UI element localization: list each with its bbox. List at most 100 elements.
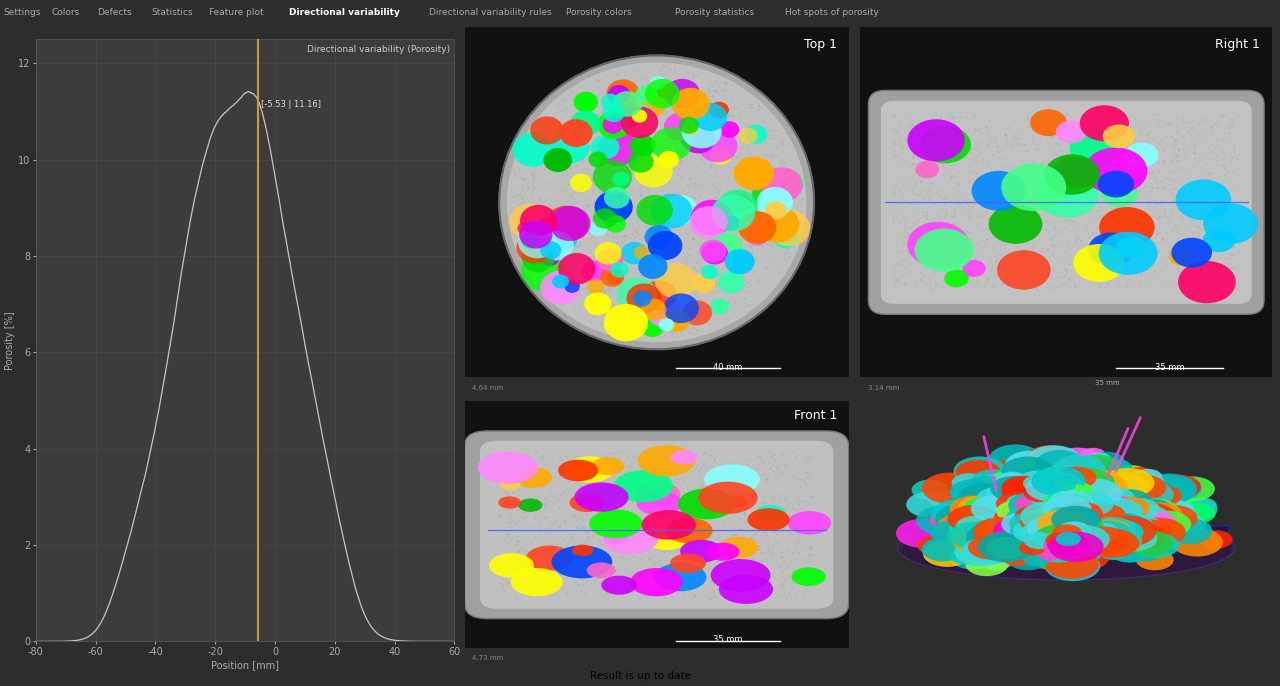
Point xyxy=(654,114,675,125)
Point xyxy=(773,567,794,578)
Ellipse shape xyxy=(1143,485,1181,506)
Point xyxy=(636,326,657,337)
Point xyxy=(598,575,618,586)
Point xyxy=(694,448,714,459)
Point xyxy=(691,220,712,230)
Point xyxy=(614,292,635,303)
Point xyxy=(748,276,768,287)
Point xyxy=(1134,148,1155,159)
Point xyxy=(1125,152,1146,163)
Point xyxy=(886,281,906,292)
Point xyxy=(737,541,758,552)
Point xyxy=(1138,190,1158,201)
Point xyxy=(685,193,705,204)
Point xyxy=(730,238,750,249)
Point xyxy=(1160,242,1180,253)
Point xyxy=(690,501,710,512)
Point xyxy=(1062,136,1083,147)
Ellipse shape xyxy=(1073,244,1125,282)
Point xyxy=(1034,195,1055,206)
Point xyxy=(735,449,755,460)
Point xyxy=(508,497,529,508)
Ellipse shape xyxy=(1047,520,1069,532)
Point xyxy=(630,499,650,510)
Point xyxy=(660,564,681,575)
Point xyxy=(604,248,625,259)
Point xyxy=(531,453,552,464)
Point xyxy=(883,150,904,161)
Point xyxy=(722,205,742,216)
Point xyxy=(573,509,594,520)
Point xyxy=(744,554,764,565)
Ellipse shape xyxy=(689,206,728,239)
Point xyxy=(668,187,689,198)
Point xyxy=(719,560,740,571)
Point xyxy=(573,575,594,586)
Point xyxy=(1084,242,1105,253)
Point xyxy=(652,143,672,154)
Point xyxy=(776,557,796,568)
Point xyxy=(617,276,637,287)
Ellipse shape xyxy=(1043,493,1074,510)
Point xyxy=(768,512,788,523)
Point xyxy=(603,152,623,163)
Point xyxy=(522,539,543,549)
Point xyxy=(1070,191,1091,202)
Point xyxy=(680,97,700,108)
Point xyxy=(666,530,686,541)
Point xyxy=(750,451,771,462)
Ellipse shape xyxy=(586,488,621,507)
Point xyxy=(983,124,1004,135)
Point xyxy=(1116,283,1137,294)
Point xyxy=(500,475,521,486)
Point xyxy=(492,543,512,554)
Point xyxy=(1101,192,1121,203)
Point xyxy=(623,530,644,541)
Point xyxy=(1107,279,1128,289)
Text: 40 mm: 40 mm xyxy=(713,363,742,372)
Point xyxy=(772,580,792,591)
Ellipse shape xyxy=(739,211,777,244)
Point xyxy=(634,285,654,296)
Point xyxy=(909,215,929,226)
Point xyxy=(657,129,677,140)
Point xyxy=(600,322,621,333)
Point xyxy=(777,563,797,574)
Ellipse shape xyxy=(906,491,954,518)
Point xyxy=(739,501,759,512)
Point xyxy=(1165,175,1185,186)
Point xyxy=(1070,197,1091,208)
Point xyxy=(1014,140,1034,151)
Point xyxy=(655,77,676,88)
Point xyxy=(1153,144,1174,155)
Point xyxy=(727,544,748,555)
Point xyxy=(1087,149,1107,160)
Point xyxy=(521,585,541,596)
Point xyxy=(577,270,598,281)
Point xyxy=(787,194,808,205)
Text: Settings: Settings xyxy=(4,8,41,17)
Point xyxy=(1120,230,1140,241)
Point xyxy=(559,206,580,217)
Point xyxy=(599,548,620,559)
Point xyxy=(635,484,655,495)
Point xyxy=(506,518,526,529)
Point xyxy=(933,163,954,174)
Point xyxy=(604,455,625,466)
Point xyxy=(1065,117,1085,128)
Point xyxy=(744,539,764,549)
Point xyxy=(978,273,998,284)
Point xyxy=(605,67,626,78)
Point xyxy=(1130,161,1151,172)
Ellipse shape xyxy=(1125,143,1158,167)
Point xyxy=(1000,259,1020,270)
Point xyxy=(1029,281,1050,292)
Point xyxy=(548,163,568,174)
Point xyxy=(490,554,511,565)
Point xyxy=(650,490,671,501)
Point xyxy=(603,459,623,470)
Ellipse shape xyxy=(937,514,982,539)
Ellipse shape xyxy=(1000,519,1043,543)
Point xyxy=(614,487,635,498)
Point xyxy=(716,244,736,255)
